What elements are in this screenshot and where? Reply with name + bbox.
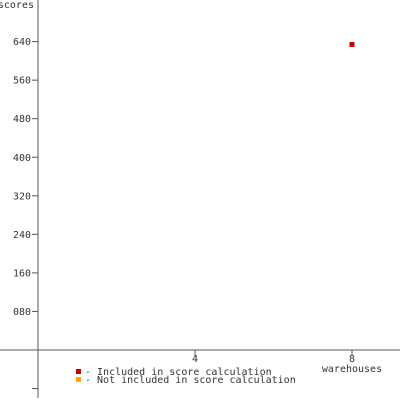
legend: - Included in score calculation- Not inc… (76, 367, 296, 386)
y-tick-label: 320 (13, 191, 31, 202)
y-tick-label: 400 (13, 153, 31, 164)
y-tick-label: 240 (13, 230, 31, 241)
data-points (349, 41, 355, 47)
y-ticks: 080 160 240 320 400 480 560 640 (13, 37, 38, 390)
data-point (349, 41, 355, 47)
y-tick-label: 560 (13, 76, 31, 87)
legend-swatch (76, 369, 81, 374)
y-tick-label: 640 (13, 37, 31, 48)
legend-label: - Not included in score calculation (85, 375, 296, 386)
y-tick-label: 480 (13, 114, 31, 125)
y-tick-label: 160 (13, 268, 31, 279)
x-tick-label: 8 (349, 354, 355, 365)
legend-label: - Included in score calculation (85, 367, 272, 378)
y-tick-label: 080 (13, 307, 31, 318)
x-tick-label: 4 (192, 354, 198, 365)
legend-swatch (76, 377, 81, 382)
y-axis-label: scores (0, 0, 34, 11)
x-axis-label: warehouses (322, 364, 382, 375)
